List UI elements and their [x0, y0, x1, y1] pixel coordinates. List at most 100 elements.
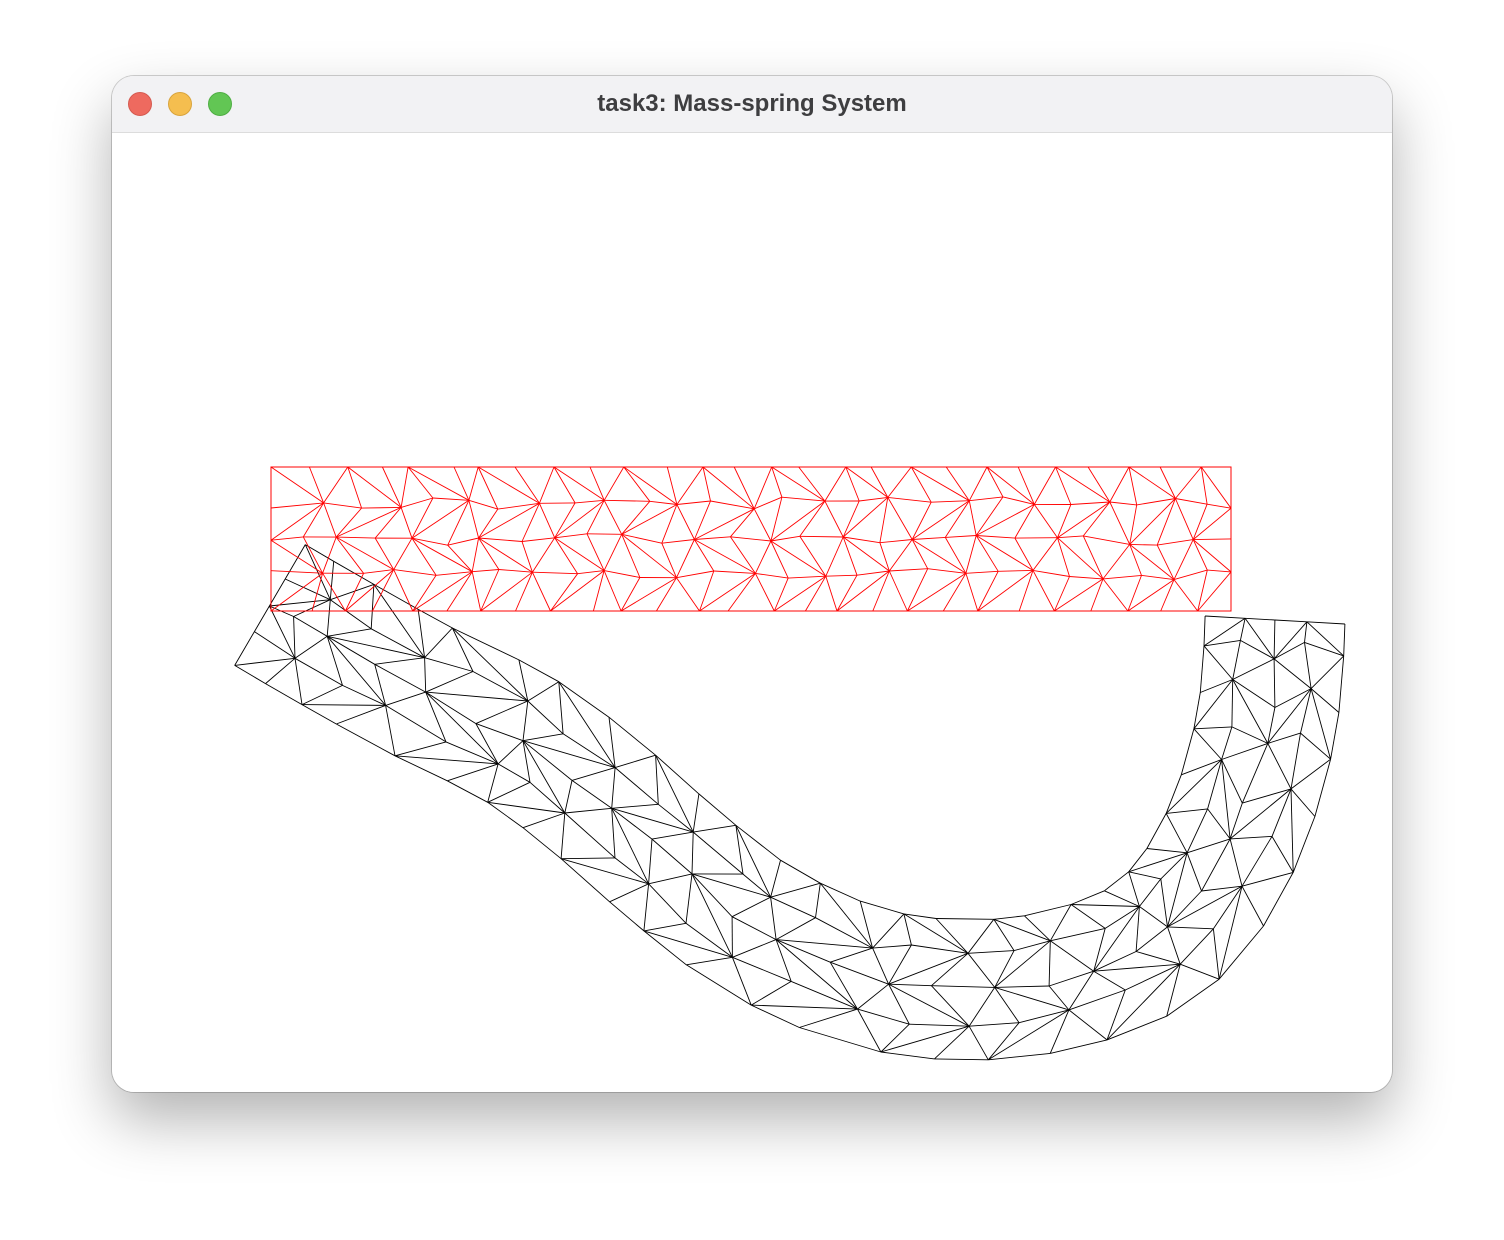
rest-spring	[550, 570, 605, 612]
rest-spring	[592, 570, 605, 612]
title-bar[interactable]: task3: Mass-spring System	[112, 76, 1392, 133]
rest-spring	[1055, 466, 1072, 505]
rest-spring	[1127, 575, 1142, 612]
deformed-spring	[1201, 838, 1231, 892]
rest-spring	[965, 570, 999, 574]
rest-spring	[603, 500, 623, 535]
rest-spring	[927, 568, 966, 574]
rest-spring	[888, 570, 908, 612]
deformed-spring	[1213, 885, 1243, 930]
rest-spring	[323, 502, 337, 538]
rest-spring	[799, 500, 826, 537]
deformed-spring	[857, 1008, 910, 1025]
rest-spring	[363, 569, 394, 574]
deformed-spring	[1165, 759, 1222, 814]
deformed-spring	[770, 896, 816, 919]
deformed-spring	[234, 657, 296, 666]
deformed-spring	[1292, 816, 1316, 873]
deformed-spring	[284, 544, 306, 580]
rest-spring	[589, 466, 605, 501]
deformed-spring	[447, 780, 488, 803]
deformed-spring	[425, 691, 528, 702]
deformed-spring	[1049, 904, 1072, 942]
rest-spring	[912, 536, 946, 540]
rest-spring	[944, 537, 967, 574]
rest-spring	[975, 496, 1004, 536]
rest-spring	[478, 537, 533, 573]
rest-spring	[393, 569, 437, 576]
rest-spring	[845, 466, 860, 502]
deformed-spring	[994, 950, 1015, 988]
rest-spring	[773, 577, 789, 612]
rest-spring	[603, 466, 625, 501]
deformed-spring	[1310, 688, 1332, 760]
deformed-spring	[608, 716, 656, 756]
rest-spring	[986, 466, 1035, 505]
rest-spring	[1160, 579, 1175, 612]
deformed-spring	[1239, 618, 1246, 641]
deformed-spring	[911, 944, 969, 954]
rest-spring	[661, 539, 695, 544]
rest-spring	[411, 537, 437, 576]
rest-spring	[911, 539, 967, 574]
deformed-spring	[560, 858, 649, 885]
deformed-spring	[1274, 619, 1307, 623]
rest-spring	[374, 507, 402, 539]
deformed-spring	[1193, 679, 1234, 730]
rest-spring	[824, 500, 844, 538]
rest-mesh-outline	[270, 466, 1232, 612]
deformed-spring	[301, 684, 343, 706]
rest-spring	[1057, 504, 1072, 538]
rest-spring	[478, 537, 523, 542]
deformed-spring	[1166, 978, 1220, 1017]
rest-spring	[411, 537, 448, 546]
close-icon[interactable]	[128, 92, 152, 116]
deformed-spring	[487, 801, 524, 829]
deformed-spring	[445, 741, 499, 765]
rest-spring	[477, 466, 499, 510]
rest-spring	[676, 577, 700, 612]
rest-spring	[302, 536, 323, 574]
rest-spring	[603, 570, 622, 612]
mesh-viewport[interactable]	[112, 133, 1392, 1092]
deformed-spring	[614, 857, 649, 885]
deformed-spring	[1018, 1009, 1070, 1024]
deformed-spring	[909, 1023, 970, 1027]
rest-spring	[497, 502, 540, 510]
deformed-spring	[254, 605, 270, 632]
rest-spring	[911, 500, 970, 540]
deformed-spring	[655, 754, 700, 795]
deformed-spring	[1128, 848, 1148, 873]
minimize-icon[interactable]	[168, 92, 192, 116]
rest-spring	[1018, 570, 1034, 612]
deformed-spring	[935, 918, 969, 954]
app-window: task3: Mass-spring System	[112, 76, 1392, 1092]
deformed-spring	[1104, 871, 1129, 892]
rest-spring	[311, 573, 324, 612]
rest-spring	[554, 537, 605, 571]
deformed-spring	[370, 584, 375, 629]
deformed-spring	[658, 803, 694, 833]
deformed-spring	[903, 913, 937, 919]
deformed-spring	[1245, 617, 1275, 621]
rest-spring	[661, 543, 677, 578]
deformed-spring	[1230, 835, 1273, 840]
deformed-spring	[1300, 688, 1312, 734]
deformed-spring	[424, 657, 474, 672]
rest-spring	[400, 497, 434, 508]
deformed-spring	[1050, 927, 1106, 942]
deformed-spring	[888, 983, 970, 1027]
zoom-icon[interactable]	[208, 92, 232, 116]
simulation-canvas[interactable]	[112, 133, 1392, 1092]
rest-spring	[1057, 501, 1111, 539]
deformed-spring	[571, 780, 612, 809]
rest-spring	[976, 535, 1015, 539]
rest-spring	[270, 572, 323, 612]
rest-spring	[478, 537, 500, 570]
deformed-spring	[268, 605, 296, 659]
deformed-spring	[1165, 813, 1188, 854]
deformed-spring	[294, 657, 343, 686]
deformed-spring	[1304, 642, 1312, 689]
rest-spring	[347, 466, 402, 508]
